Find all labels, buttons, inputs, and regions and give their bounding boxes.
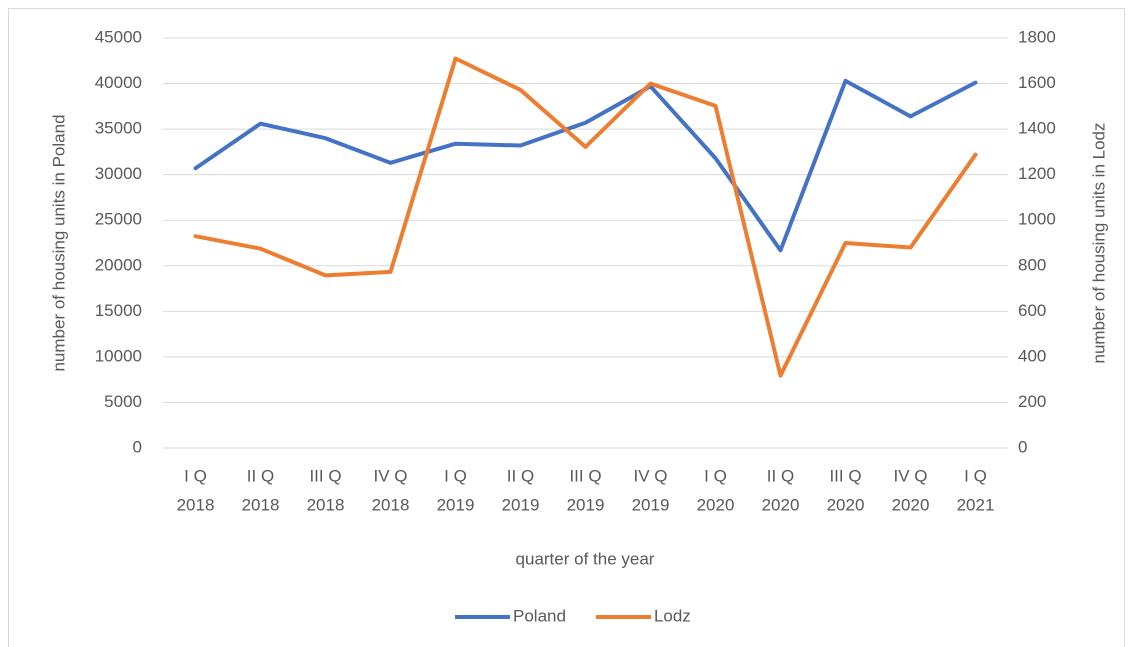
- y2-tick-label: 1400: [1018, 119, 1056, 138]
- y-tick-label: 40000: [95, 73, 142, 92]
- x-tick-label: 2018: [372, 495, 410, 514]
- x-tick-label: 2018: [242, 495, 280, 514]
- x-tick-label: 2019: [437, 495, 475, 514]
- y2-axis-title: number of housing units in Lodz: [1089, 123, 1108, 364]
- legend-label: Poland: [513, 606, 566, 625]
- x-tick-label: II Q: [507, 466, 534, 485]
- y2-tick-label: 200: [1018, 392, 1046, 411]
- y-tick-label: 45000: [95, 27, 142, 46]
- x-tick-label: IV Q: [893, 466, 927, 485]
- y-tick-label: 15000: [95, 301, 142, 320]
- y-tick-label: 20000: [95, 255, 142, 274]
- y-tick-label: 0: [133, 437, 142, 456]
- x-tick-label: I Q: [704, 466, 727, 485]
- x-tick-label: I Q: [964, 466, 987, 485]
- x-tick-label: 2021: [957, 495, 995, 514]
- y-axis-title: number of housing units in Poland: [49, 114, 68, 371]
- x-tick-label: 2020: [697, 495, 735, 514]
- x-tick-label: III Q: [569, 466, 601, 485]
- x-tick-label: IV Q: [633, 466, 667, 485]
- x-tick-label: 2019: [567, 495, 605, 514]
- y-tick-label: 25000: [95, 210, 142, 229]
- x-tick-label: I Q: [444, 466, 467, 485]
- data-line: [193, 78, 978, 253]
- y-tick-label: 35000: [95, 119, 142, 138]
- x-tick-label: III Q: [829, 466, 861, 485]
- x-tick-label: II Q: [247, 466, 274, 485]
- y2-tick-label: 600: [1018, 301, 1046, 320]
- x-tick-label: II Q: [767, 466, 794, 485]
- data-line: [193, 56, 978, 378]
- legend-label: Lodz: [654, 606, 691, 625]
- x-tick-label: 2018: [307, 495, 345, 514]
- y2-tick-label: 1000: [1018, 210, 1056, 229]
- y-tick-label: 30000: [95, 164, 142, 183]
- x-tick-label: 2019: [502, 495, 540, 514]
- chart-border: [8, 8, 1125, 647]
- y2-tick-label: 0: [1018, 437, 1027, 456]
- x-tick-label: I Q: [184, 466, 207, 485]
- x-tick-label: 2020: [762, 495, 800, 514]
- y-tick-label: 5000: [104, 392, 142, 411]
- y2-tick-label: 1800: [1018, 27, 1056, 46]
- x-tick-label: III Q: [309, 466, 341, 485]
- y2-tick-label: 400: [1018, 346, 1046, 365]
- y2-tick-label: 800: [1018, 255, 1046, 274]
- x-tick-label: 2020: [827, 495, 865, 514]
- y-tick-label: 10000: [95, 346, 142, 365]
- x-tick-label: 2020: [892, 495, 930, 514]
- x-tick-label: 2018: [177, 495, 215, 514]
- x-tick-label: 2019: [632, 495, 670, 514]
- x-axis-title: quarter of the year: [516, 549, 655, 568]
- y2-tick-label: 1200: [1018, 164, 1056, 183]
- x-tick-label: IV Q: [373, 466, 407, 485]
- y2-tick-label: 1600: [1018, 73, 1056, 92]
